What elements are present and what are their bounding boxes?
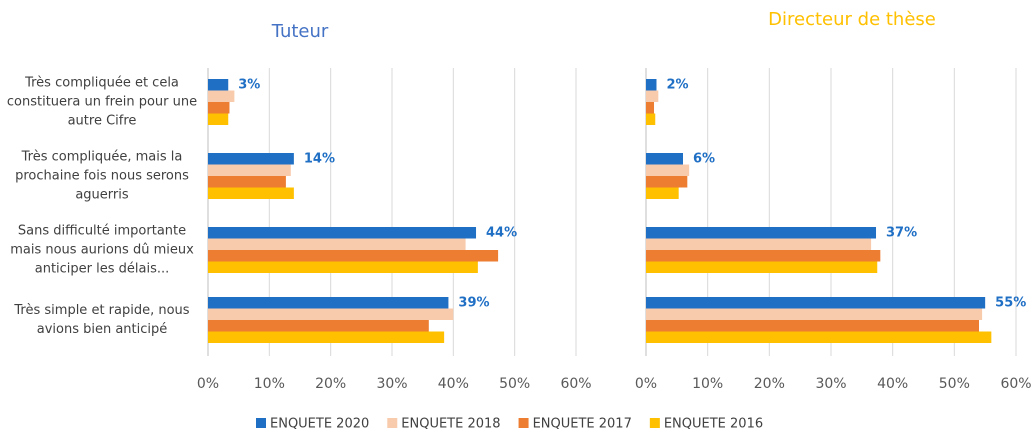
legend-label: ENQUETE 2016 [664,417,763,432]
data-label: 44% [486,225,517,240]
bar [208,79,229,91]
legend-swatch [649,418,660,428]
bar [646,113,656,125]
legend-swatch [518,418,529,428]
bar [208,187,294,199]
bar [208,297,449,309]
x-tick-label: 60% [1000,376,1031,392]
bar [646,320,979,332]
data-label: 39% [458,295,489,310]
bar [646,308,983,320]
y-tick-label: Très simple et rapide, nous avions bien … [14,303,190,337]
x-tick-label: 10% [692,376,723,392]
bar [208,238,466,250]
x-tick-label: 0% [635,376,657,392]
x-tick-label: 0% [197,376,219,392]
bar [208,320,429,332]
bar [208,308,454,320]
bar [208,227,477,239]
bar [208,153,294,165]
legend-label: ENQUETE 2018 [401,417,500,432]
data-label: 37% [886,225,917,240]
bar [208,113,229,125]
bar [208,176,286,188]
data-label: 3% [238,77,260,92]
bar [646,79,657,91]
bar [646,187,679,199]
x-tick-label: 30% [376,376,407,392]
legend-swatch [256,418,266,428]
y-tick-label: Très compliquée, mais la prochaine fois … [15,149,189,203]
chart-title: Tuteur [271,21,329,42]
x-tick-label: 10% [254,376,285,392]
bar [646,176,688,188]
legend-label: ENQUETE 2017 [533,417,632,432]
x-tick-label: 30% [815,376,846,392]
bar [208,102,230,114]
data-label: 14% [304,151,335,166]
y-tick-label: Très compliquée et cela constituera un f… [6,75,198,129]
bar [646,297,986,309]
data-label: 2% [666,77,688,92]
bar [646,250,881,262]
data-label: 6% [693,151,715,166]
x-tick-label: 40% [438,376,469,392]
x-tick-label: 50% [499,376,530,392]
legend-swatch [387,418,398,428]
bar [646,238,872,250]
bar [208,90,235,102]
bar [646,102,655,114]
x-tick-label: 60% [560,376,591,392]
bar [646,164,690,176]
bar [646,261,878,273]
bar [208,164,291,176]
y-tick-label: Sans difficulté importante mais nous aur… [10,223,194,277]
bar [646,90,659,102]
bar [208,331,445,343]
bar [208,261,478,273]
bar [646,331,992,343]
x-tick-label: 50% [939,376,970,392]
x-tick-label: 20% [315,376,346,392]
bar [208,250,499,262]
bar [646,227,877,239]
chart-title: Directeur de thèse [768,9,936,30]
legend-label: ENQUETE 2020 [270,417,369,432]
data-label: 55% [995,295,1026,310]
bar [646,153,683,165]
x-tick-label: 40% [877,376,908,392]
x-tick-label: 20% [754,376,785,392]
